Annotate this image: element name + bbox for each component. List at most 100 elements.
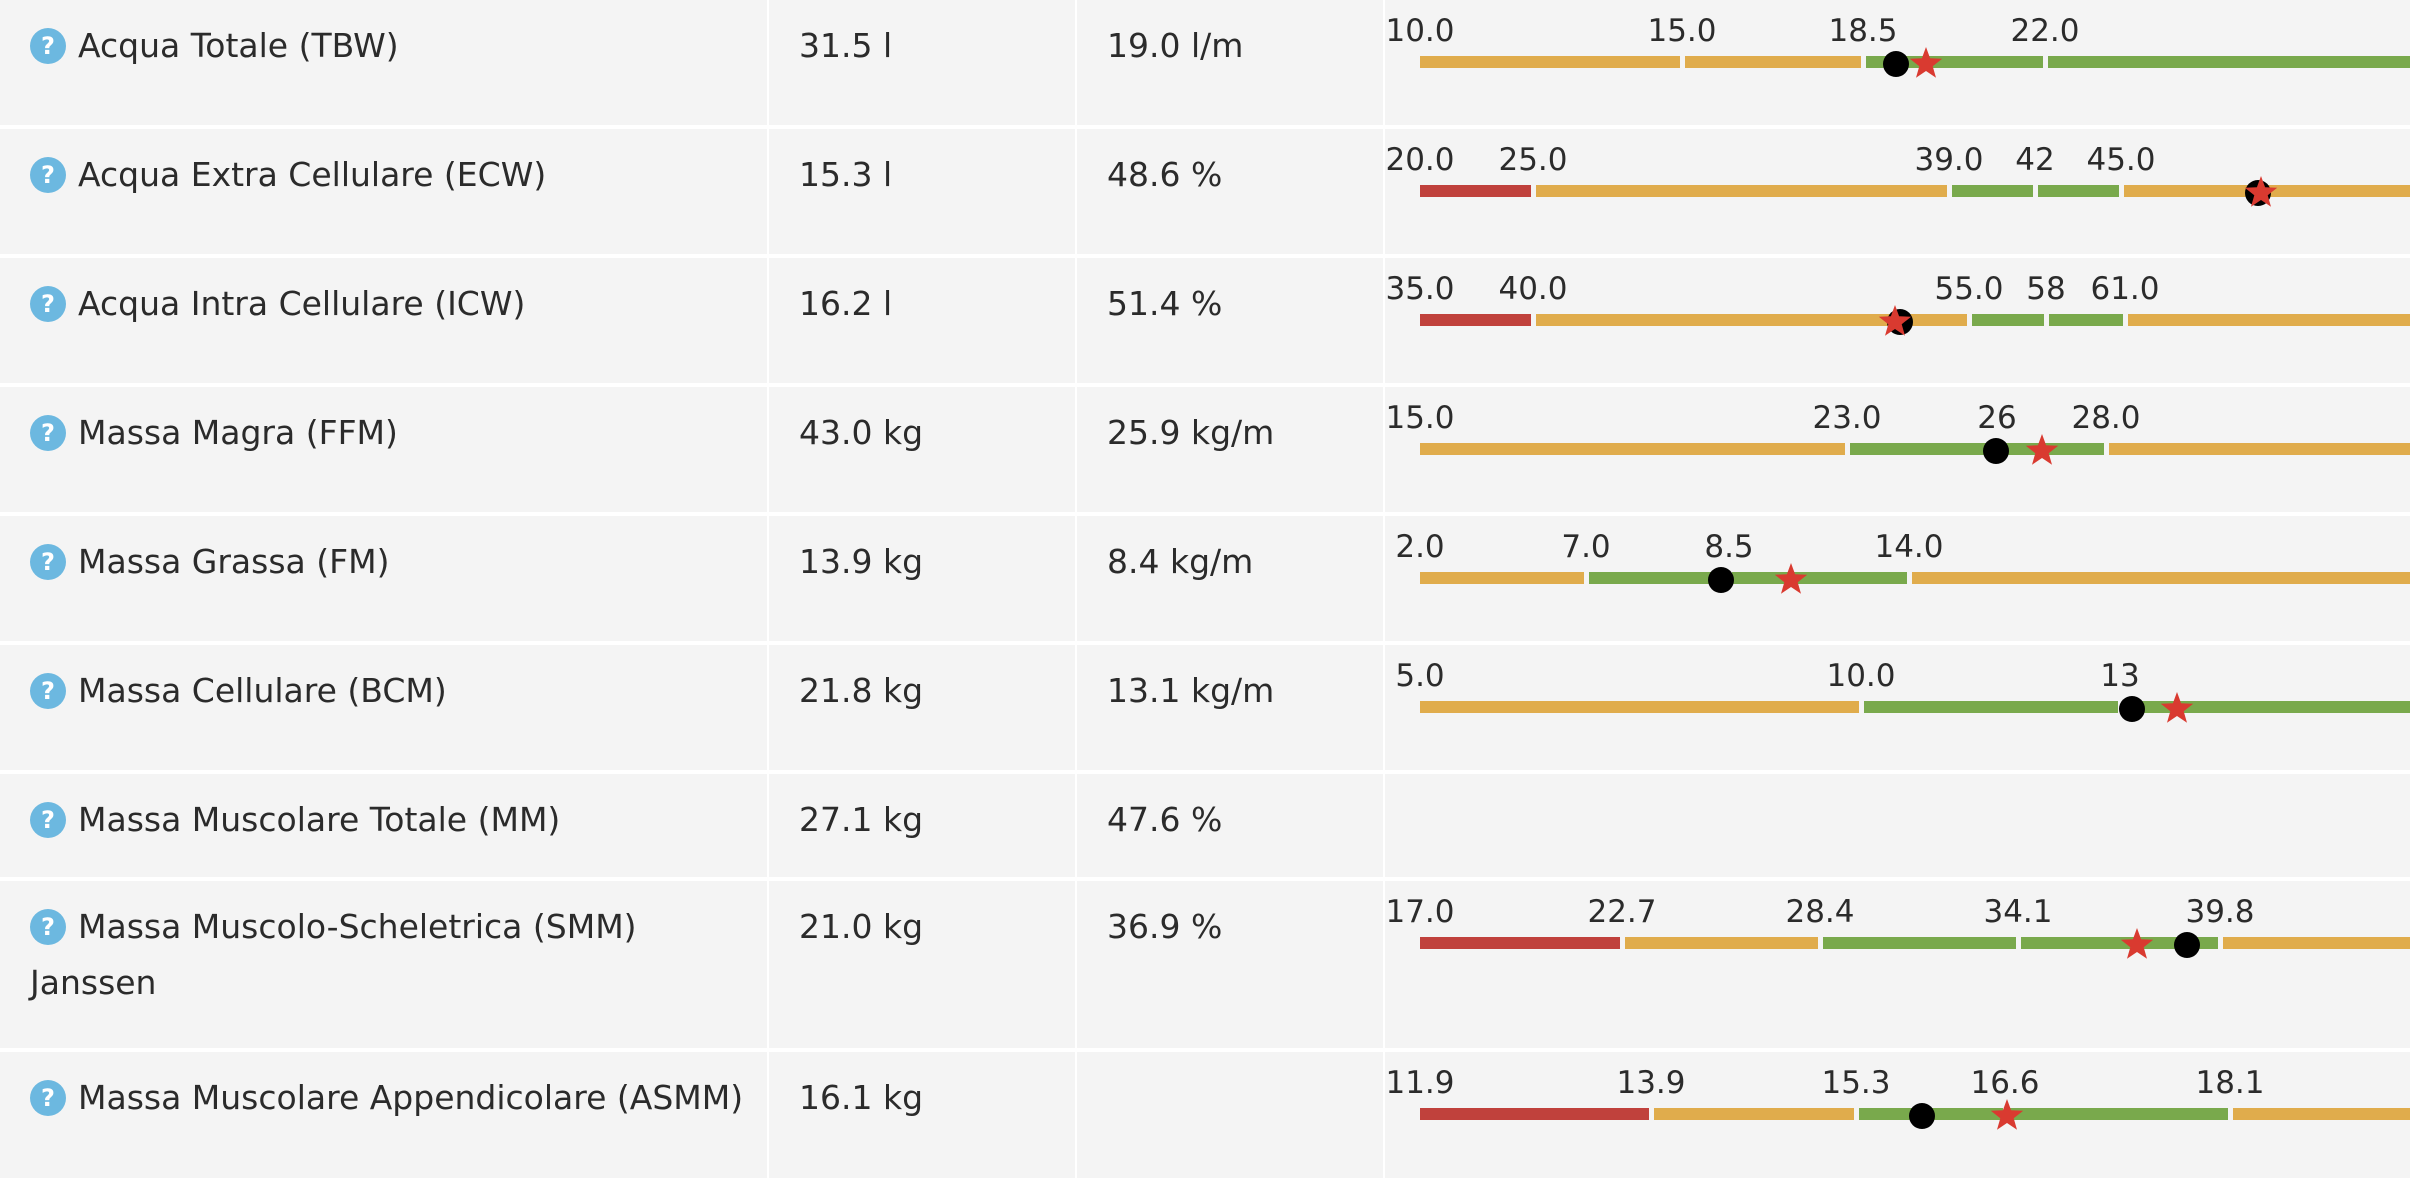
parameter-name: Massa Muscolare Appendicolare (ASMM) — [78, 1078, 744, 1117]
measured-value: 13.9 kg — [799, 542, 924, 581]
measured-value: 43.0 kg — [799, 413, 924, 452]
help-icon[interactable]: ? — [30, 544, 66, 580]
help-icon[interactable]: ? — [30, 673, 66, 709]
help-icon[interactable]: ? — [30, 157, 66, 193]
table-row: ? Massa Muscolare Totale (MM) 27.1 kg 47.6 … — [0, 774, 2410, 879]
range-band-green — [1823, 937, 2016, 949]
index-cell: 48.6 % — [1077, 129, 1383, 254]
range-band-green — [2021, 937, 2218, 949]
parameter-name: Acqua Extra Cellulare (ECW) — [78, 155, 547, 194]
range-gauge: 11.9 13.9 15.3 16.6 18.1 — [1385, 1065, 2410, 1130]
range-band-orange — [2128, 314, 2410, 326]
range-gauge: 15.0 23.0 26 28.0 — [1385, 400, 2410, 465]
reference-star-marker — [1909, 47, 1943, 78]
normalized-index: 8.4 kg/m — [1107, 542, 1254, 581]
range-band-red — [1420, 937, 1620, 949]
normalized-index: 13.1 kg/m — [1107, 671, 1275, 710]
measured-marker — [1909, 1103, 1935, 1129]
range-band-orange — [1420, 572, 1584, 584]
range-cell — [1385, 774, 2410, 877]
parameter-cell: ? Massa Magra (FFM) — [0, 387, 767, 512]
range-band-red — [1420, 185, 1531, 197]
parameter-name: Massa Muscolo-Scheletrica (SMM) — [78, 907, 637, 946]
range-tick-label: 28.0 — [2071, 400, 2140, 436]
parameter-name: Massa Muscolare Totale (MM) — [78, 800, 561, 839]
normalized-index: 47.6 % — [1107, 800, 1223, 839]
measured-value: 15.3 l — [799, 155, 893, 194]
measured-value: 21.8 kg — [799, 671, 924, 710]
range-tick-label: 5.0 — [1395, 658, 1444, 694]
range-tick-label: 22.0 — [2010, 13, 2079, 49]
range-tick-label: 17.0 — [1385, 894, 1454, 930]
measured-marker — [1708, 567, 1734, 593]
measured-marker — [2174, 932, 2200, 958]
range-band-orange — [1536, 185, 1947, 197]
range-tick-label: 58 — [2026, 271, 2065, 307]
range-band-red — [1420, 314, 1531, 326]
range-tick-label: 45.0 — [2086, 142, 2155, 178]
parameter-name: Acqua Intra Cellulare (ICW) — [78, 284, 526, 323]
range-cell: 11.9 13.9 15.3 16.6 18.1 — [1385, 1052, 2410, 1178]
reference-star-marker — [1990, 1099, 2024, 1130]
measured-value: 16.2 l — [799, 284, 893, 323]
measured-marker — [1983, 438, 2009, 464]
range-tick-label: 18.5 — [1828, 13, 1897, 49]
value-cell: 13.9 kg — [769, 516, 1075, 641]
range-tick-label: 2.0 — [1395, 529, 1444, 565]
range-tick-label: 11.9 — [1385, 1065, 1454, 1101]
help-icon[interactable]: ? — [30, 28, 66, 64]
parameter-cell: ? Acqua Intra Cellulare (ICW) — [0, 258, 767, 383]
range-tick-label: 35.0 — [1385, 271, 1454, 307]
index-cell: 13.1 kg/m — [1077, 645, 1383, 770]
parameter-name-continuation: Janssen — [30, 963, 157, 1002]
range-band-orange — [2109, 443, 2410, 455]
range-tick-label: 23.0 — [1812, 400, 1881, 436]
help-icon[interactable]: ? — [30, 909, 66, 945]
index-cell: 51.4 % — [1077, 258, 1383, 383]
parameter-cell: ? Massa Muscolare Appendicolare (ASMM) — [0, 1052, 767, 1178]
help-icon[interactable]: ? — [30, 415, 66, 451]
range-tick-label: 16.6 — [1970, 1065, 2039, 1101]
range-band-green — [1952, 185, 2033, 197]
range-band-orange — [1654, 1108, 1854, 1120]
range-tick-label: 28.4 — [1785, 894, 1854, 930]
range-cell: 10.0 15.0 18.5 22.0 — [1385, 0, 2410, 125]
help-icon[interactable]: ? — [30, 286, 66, 322]
value-cell: 31.5 l — [769, 0, 1075, 125]
range-tick-label: 7.0 — [1561, 529, 1610, 565]
range-band-green — [1589, 572, 1727, 584]
table-row: ? Massa Muscolare Appendicolare (ASMM) 16.… — [0, 1052, 2410, 1180]
range-gauge: 35.0 40.0 55.0 58 61.0 — [1385, 271, 2410, 336]
range-tick-label: 25.0 — [1498, 142, 1567, 178]
index-cell: 8.4 kg/m — [1077, 516, 1383, 641]
range-tick-label: 42 — [2015, 142, 2054, 178]
range-band-orange — [1420, 701, 1859, 713]
value-cell: 16.2 l — [769, 258, 1075, 383]
measured-value: 16.1 kg — [799, 1078, 924, 1117]
help-icon[interactable]: ? — [30, 802, 66, 838]
range-band-orange — [2233, 1108, 2410, 1120]
range-gauge: 17.0 22.7 28.4 34.1 39.8 — [1385, 894, 2410, 959]
value-cell: 21.0 kg — [769, 881, 1075, 1048]
parameter-cell: ? Massa Muscolare Totale (MM) — [0, 774, 767, 877]
value-cell: 15.3 l — [769, 129, 1075, 254]
range-band-green — [2048, 56, 2410, 68]
table-row: ? Acqua Totale (TBW) 31.5 l 19.0 l/m 10.0 15.… — [0, 0, 2410, 127]
range-band-green — [1972, 314, 2044, 326]
range-cell: 20.0 25.0 39.0 42 45.0 — [1385, 129, 2410, 254]
range-gauge: 5.0 10.0 13 — [1395, 658, 2410, 723]
parameter-cell: ? Acqua Extra Cellulare (ECW) — [0, 129, 767, 254]
reference-star-marker — [2120, 928, 2154, 959]
table-row: ? Acqua Extra Cellulare (ECW) 15.3 l 48.6 %… — [0, 129, 2410, 256]
range-band-orange — [1536, 314, 1967, 326]
range-tick-label: 20.0 — [1385, 142, 1454, 178]
help-icon[interactable]: ? — [30, 1080, 66, 1116]
range-band-orange — [1625, 937, 1818, 949]
range-tick-label: 10.0 — [1826, 658, 1895, 694]
measured-value: 27.1 kg — [799, 800, 924, 839]
range-tick-label: 39.0 — [1914, 142, 1983, 178]
range-band-orange — [1420, 443, 1845, 455]
value-cell: 16.1 kg — [769, 1052, 1075, 1178]
range-tick-label: 8.5 — [1704, 529, 1753, 565]
